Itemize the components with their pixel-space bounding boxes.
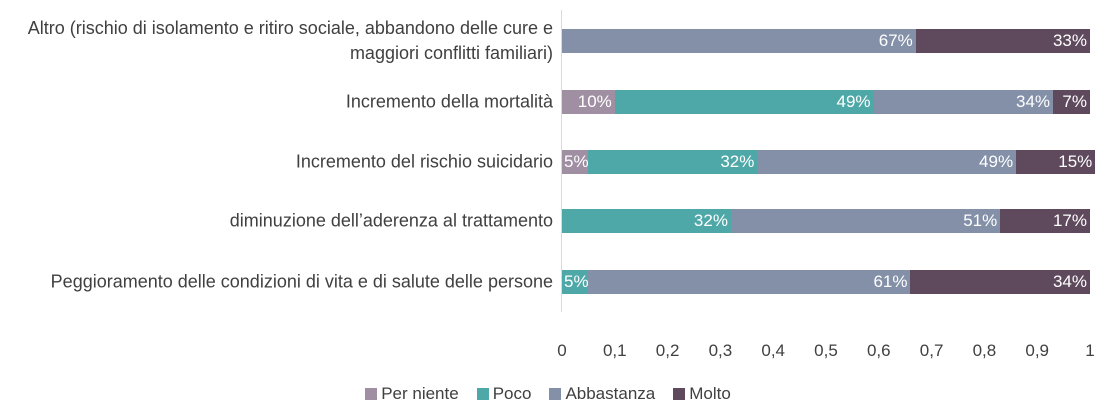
category-label: Altro (rischio di isolamento e ritiro so… xyxy=(27,18,553,63)
x-tick-label: 0,5 xyxy=(814,341,838,360)
legend-swatch xyxy=(476,388,489,400)
legend-label: Poco xyxy=(492,384,532,403)
legend-swatch xyxy=(549,388,562,400)
bar-segment xyxy=(562,90,615,114)
legend-label: Abbastanza xyxy=(565,384,656,403)
x-tick-label: 0,7 xyxy=(919,341,944,360)
data-label: 49% xyxy=(836,92,871,111)
x-tick-label: 0,6 xyxy=(866,341,891,360)
bar-segment xyxy=(730,209,1001,233)
x-tick-label: 0,4 xyxy=(761,341,786,360)
data-label: 32% xyxy=(720,152,755,171)
legend-item: Poco xyxy=(476,384,532,404)
bar-segment xyxy=(1053,90,1090,114)
bar-segment xyxy=(873,90,1054,114)
data-label: 32% xyxy=(693,211,728,230)
bar-segment xyxy=(910,270,1090,294)
data-label: 67% xyxy=(878,31,913,50)
bar-segment xyxy=(757,150,1017,174)
legend-item: Abbastanza xyxy=(549,384,655,404)
data-label: 51% xyxy=(963,211,998,230)
x-tick-label: 0,3 xyxy=(708,341,733,360)
bar-segment xyxy=(562,29,916,53)
bar-segment xyxy=(915,29,1090,53)
bar-segment xyxy=(562,270,589,294)
bar-segment xyxy=(562,209,731,233)
x-tick-label: 0,2 xyxy=(655,341,680,360)
bar-segment xyxy=(562,150,589,174)
data-label: 17% xyxy=(1052,211,1087,230)
legend: Per niente Poco Abbastanza Molto xyxy=(0,384,1096,404)
data-label: 33% xyxy=(1052,31,1087,50)
x-tick-label: 0 xyxy=(557,341,567,360)
bar-segment xyxy=(1016,150,1096,174)
legend-item: Per niente xyxy=(365,384,459,404)
category-label: Incremento della mortalità xyxy=(345,91,553,112)
data-label: 61% xyxy=(873,272,908,291)
legend-swatch xyxy=(365,388,378,400)
data-label: 49% xyxy=(979,152,1014,171)
bar-segment xyxy=(588,150,758,174)
category-label: diminuzione dell’aderenza al trattamento xyxy=(229,210,553,231)
data-label: 15% xyxy=(1058,152,1093,171)
bar-segment xyxy=(1000,209,1090,233)
bar-segment xyxy=(588,270,911,294)
x-tick-label: 0,8 xyxy=(972,341,997,360)
data-label: 34% xyxy=(1052,272,1087,291)
data-label: 7% xyxy=(1062,92,1087,111)
bar-segment xyxy=(614,90,874,114)
legend-item: Molto xyxy=(673,384,731,404)
category-label: Peggioramento delle condizioni di vita e… xyxy=(50,271,553,292)
legend-label: Molto xyxy=(689,384,731,403)
data-label: 34% xyxy=(1016,92,1051,111)
data-label: 5% xyxy=(564,272,589,291)
data-label: 10% xyxy=(577,92,612,111)
x-tick-label: 0,1 xyxy=(602,341,627,360)
x-tick-label: 1 xyxy=(1085,341,1095,360)
x-tick-label: 0,9 xyxy=(1025,341,1050,360)
y-axis-line xyxy=(561,10,562,312)
category-label: Incremento del rischio suicidario xyxy=(295,151,553,172)
legend-label: Per niente xyxy=(381,384,459,403)
data-label: 5% xyxy=(564,152,589,171)
legend-swatch xyxy=(673,388,686,400)
